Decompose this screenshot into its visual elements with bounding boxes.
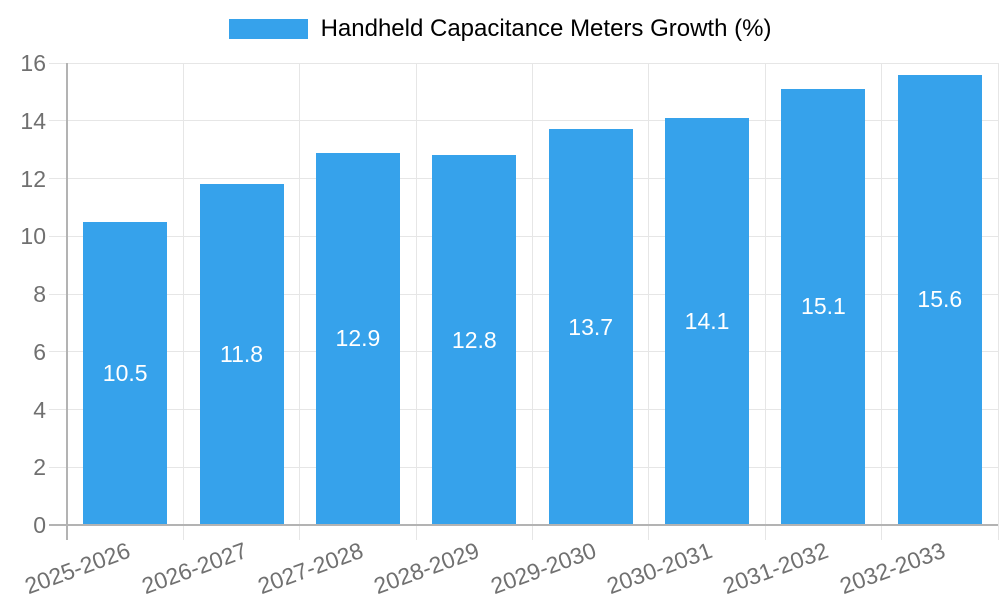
grid-line-h (49, 235, 998, 237)
bar[interactable]: 15.1 (781, 88, 866, 525)
grid-line-v (532, 63, 533, 540)
grid-line-h (49, 62, 998, 64)
grid-line-v (415, 63, 417, 540)
bar-value-label: 11.8 (220, 341, 264, 368)
y-axis-label: 10 (20, 223, 46, 250)
grid-line-v (997, 63, 999, 540)
y-axis-label: 14 (20, 107, 46, 134)
x-axis-baseline (49, 524, 998, 526)
grid-line-v (648, 63, 650, 540)
grid-line-v (299, 63, 301, 540)
bar-value-label: 14.1 (684, 307, 730, 334)
y-axis-label: 0 (33, 512, 46, 538)
bar[interactable]: 13.7 (548, 129, 633, 525)
grid-line-h (49, 178, 998, 179)
grid-line-h (49, 293, 998, 295)
y-axis-line (66, 63, 68, 540)
bar[interactable]: 14.1 (665, 117, 750, 525)
grid-line-h (49, 351, 998, 353)
legend[interactable]: Handheld Capacitance Meters Growth (%) (0, 15, 1000, 42)
bar[interactable]: 11.8 (199, 184, 284, 525)
y-axis-label: 4 (33, 396, 46, 423)
bar-value-label: 10.5 (102, 359, 148, 386)
legend-label: Handheld Capacitance Meters Growth (%) (320, 15, 772, 42)
grid-line-v (182, 63, 184, 540)
grid-line-v (881, 63, 883, 540)
bar[interactable]: 10.5 (83, 221, 168, 525)
y-axis-label: 16 (20, 50, 46, 76)
bar-value-label: 15.6 (917, 286, 963, 313)
y-axis-label: 2 (33, 454, 46, 481)
bar[interactable]: 15.6 (897, 74, 982, 525)
bar[interactable]: 12.8 (432, 155, 517, 525)
bar[interactable]: 12.9 (315, 152, 400, 525)
y-axis-label: 8 (33, 281, 46, 307)
grid-line-v (764, 63, 766, 540)
grid-line-h (49, 409, 998, 410)
legend-swatch (228, 19, 308, 40)
y-axis-label: 12 (20, 165, 46, 192)
y-axis-label: 6 (33, 338, 46, 365)
grid-line-h (49, 120, 998, 122)
bar-value-label: 15.1 (801, 293, 846, 320)
bar-value-label: 12.9 (335, 325, 381, 352)
grid-line-h (49, 466, 998, 468)
bar-value-label: 12.8 (451, 326, 497, 353)
bar-value-label: 13.7 (568, 313, 614, 340)
